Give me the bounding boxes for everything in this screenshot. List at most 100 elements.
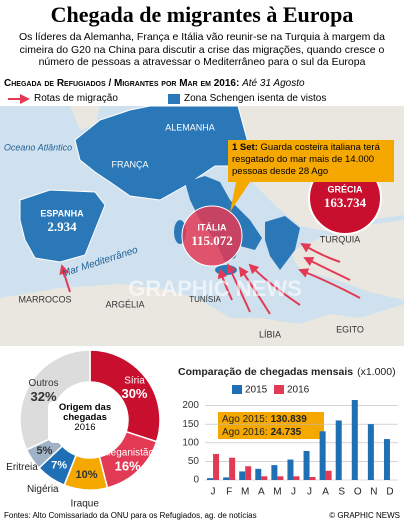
bar bbox=[325, 470, 332, 480]
donut-category: Outros bbox=[29, 378, 59, 389]
bar bbox=[303, 450, 310, 480]
map-label: MARROCOS bbox=[18, 294, 71, 304]
uk bbox=[70, 106, 100, 130]
map-label: FRANÇA bbox=[111, 159, 148, 169]
x-tick-label: J bbox=[307, 487, 312, 498]
map-label: LÍBIA bbox=[259, 329, 281, 339]
bar bbox=[319, 431, 326, 480]
legend-schengen-icon bbox=[168, 94, 180, 104]
route bbox=[300, 242, 341, 263]
y-tick-label: 100 bbox=[182, 437, 199, 448]
turkey-land bbox=[290, 220, 404, 300]
donut-center: Origem das chegadas 2016 bbox=[48, 401, 122, 443]
bar bbox=[239, 471, 246, 480]
bar-title: Comparação de chegadas mensais (x1.000) bbox=[178, 366, 396, 378]
donut-category: Nigéria bbox=[27, 484, 59, 495]
legend-swatch bbox=[274, 385, 284, 394]
x-tick-label: N bbox=[370, 487, 377, 498]
y-tick-label: 50 bbox=[188, 456, 200, 467]
bar bbox=[261, 476, 268, 480]
bar bbox=[277, 476, 284, 480]
credit: © GRAPHIC NEWS bbox=[329, 511, 400, 520]
donut-subtitle: 2016 bbox=[74, 422, 96, 433]
x-tick-label: S bbox=[338, 487, 345, 498]
donut-category: Eritreia bbox=[6, 462, 38, 473]
legend-routes: Rotas de migração bbox=[34, 93, 118, 104]
bar bbox=[351, 400, 358, 480]
africa-land bbox=[0, 284, 404, 346]
y-tick-label: 200 bbox=[182, 400, 199, 411]
x-tick-label: M bbox=[241, 487, 249, 498]
italy-circle bbox=[181, 205, 243, 267]
greece bbox=[265, 216, 300, 270]
bar bbox=[271, 465, 278, 480]
donut-value-label: 32% bbox=[31, 389, 57, 404]
map-label: ALEMANHA bbox=[165, 122, 215, 132]
route bbox=[226, 263, 251, 313]
donut-value-label: 10% bbox=[76, 469, 98, 481]
legend-label: 2015 bbox=[245, 385, 268, 396]
annotation: Ago 2015: 130.839 bbox=[222, 414, 307, 425]
map-label: TUNÍSIA bbox=[189, 295, 221, 304]
donut-category: Afeganistão bbox=[101, 448, 154, 459]
map-label: TURQUIA bbox=[320, 234, 361, 244]
x-tick-label: A bbox=[258, 487, 265, 498]
bar bbox=[255, 468, 262, 480]
source: Fontes: Alto Comissariado da ONU para os… bbox=[4, 511, 257, 520]
annotation-box bbox=[218, 412, 324, 439]
map-label: GRAPHIC NEWS bbox=[128, 276, 302, 301]
schengen-central bbox=[74, 105, 251, 201]
bar bbox=[223, 477, 230, 480]
sicily bbox=[215, 265, 237, 275]
route bbox=[238, 266, 271, 315]
country-name: ESPANHA bbox=[40, 208, 84, 218]
arrivals-value: 115.072 bbox=[191, 233, 233, 248]
y-tick-label: 0 bbox=[193, 475, 199, 486]
donut-category: Síria bbox=[124, 375, 145, 386]
arrivals-value: 163.734 bbox=[324, 195, 367, 210]
intro: Os líderes da Alemanha, França e Itália … bbox=[19, 31, 385, 68]
map-label: ARGÉLIA bbox=[105, 299, 144, 309]
x-tick-label: F bbox=[226, 487, 232, 498]
x-tick-label: D bbox=[386, 487, 393, 498]
bar bbox=[229, 457, 236, 480]
subtitle-note: Até 31 Agosto bbox=[242, 78, 305, 89]
donut-value-label: 30% bbox=[121, 386, 147, 401]
annotation-label: Ago 2015: bbox=[222, 414, 268, 425]
donut-title: Origem das chegadas bbox=[58, 402, 112, 423]
annotation-value: 130.839 bbox=[271, 414, 308, 425]
bar bbox=[383, 439, 390, 480]
map-label: Oceano Atlântico bbox=[4, 142, 72, 152]
donut-value-label: 16% bbox=[115, 459, 141, 474]
bar bbox=[287, 459, 294, 480]
map-label: EGITO bbox=[336, 324, 364, 334]
country-name: ITÁLIA bbox=[198, 222, 227, 232]
subtitle: Chegada de Refugiados / Migrantes por Ma… bbox=[4, 78, 240, 89]
x-tick-label: J bbox=[211, 487, 216, 498]
country-name: GRÉCIA bbox=[327, 184, 363, 194]
bar bbox=[367, 424, 374, 480]
route bbox=[248, 263, 301, 306]
bar bbox=[213, 453, 220, 480]
x-tick-label: M bbox=[273, 487, 281, 498]
callout-box bbox=[228, 140, 394, 212]
y-tick-label: 150 bbox=[182, 419, 199, 430]
callout-text: Guarda costeira italiana terá resgatado … bbox=[232, 142, 380, 177]
arrivals-value: 2.934 bbox=[47, 219, 77, 234]
callout: 1 Set: Guarda costeira italiana terá res… bbox=[232, 142, 392, 178]
bar-unit: (x1.000) bbox=[357, 366, 396, 378]
legend-schengen: Zona Schengen isenta de vistos bbox=[184, 93, 327, 104]
route bbox=[303, 257, 351, 281]
bar bbox=[309, 477, 316, 480]
x-tick-label: O bbox=[354, 487, 362, 498]
donut-segment bbox=[89, 349, 161, 443]
spain bbox=[19, 189, 106, 263]
route bbox=[298, 268, 361, 299]
subtitle-row: Chegada de Refugiados / Migrantes por Ma… bbox=[4, 78, 404, 89]
legend-swatch bbox=[232, 385, 242, 394]
annotation-label: Ago 2016: bbox=[222, 427, 268, 438]
route bbox=[59, 264, 71, 293]
x-tick-label: A bbox=[322, 487, 329, 498]
donut-value-label: 5% bbox=[37, 445, 53, 457]
routes bbox=[59, 242, 361, 315]
